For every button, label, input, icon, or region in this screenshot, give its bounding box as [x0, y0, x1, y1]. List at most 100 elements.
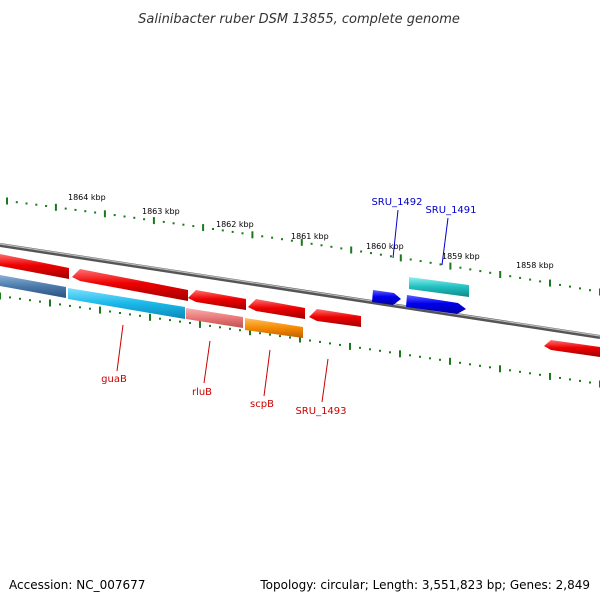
label-guaB[interactable]: guaB	[101, 374, 127, 385]
ruler-dot	[25, 202, 28, 205]
label-SRU_1491[interactable]: SRU_1491	[425, 205, 476, 216]
ruler-tick	[0, 292, 1, 300]
ruler-dot	[9, 296, 11, 299]
ruler-dot	[239, 329, 241, 332]
ruler-dot	[379, 253, 382, 256]
ruler-dot	[389, 255, 392, 258]
ruler-label-1859: 1859 kbp	[442, 252, 480, 261]
band-teal[interactable]	[409, 277, 469, 297]
ruler-tick	[202, 224, 205, 232]
label-SRU_1493[interactable]: SRU_1493	[295, 406, 346, 417]
ruler-tick	[152, 217, 155, 225]
gene-arrow-scpB[interactable]	[248, 299, 305, 319]
ruler-tick	[54, 203, 57, 211]
ruler-dot	[133, 216, 136, 219]
ruler-dot	[45, 205, 48, 207]
ruler-dot	[559, 283, 561, 286]
inner-ruler	[0, 292, 600, 388]
leader-SRU_1492	[392, 209, 399, 259]
gene-track-upper	[0, 254, 600, 357]
ruler-dot	[379, 349, 381, 352]
ruler-dot	[459, 266, 462, 269]
label-SRU_1492[interactable]: SRU_1492	[371, 197, 422, 208]
gene-arrow-rluB[interactable]	[188, 290, 246, 310]
band-orange[interactable]	[245, 318, 303, 338]
ruler-dot	[212, 228, 214, 230]
ruler-dot	[370, 252, 372, 255]
accession-text: Accession: NC_007677	[9, 578, 146, 592]
map-title: Salinibacter ruber DSM 13855, complete g…	[138, 12, 460, 27]
ruler-dot	[469, 363, 471, 366]
gene-arrow-SRU_1491[interactable]	[406, 295, 466, 314]
ruler-dot	[64, 207, 67, 210]
ruler-dot	[509, 369, 511, 372]
ruler-dot	[439, 358, 441, 361]
ruler-dot	[360, 250, 363, 253]
band-steel[interactable]	[0, 275, 66, 298]
ruler-tick	[350, 246, 353, 254]
ruler-dot	[339, 343, 341, 346]
gene-arrow-SRU_1493[interactable]	[309, 309, 361, 327]
leader-SRU_1493	[321, 358, 329, 403]
gene-arrow-right-edge[interactable]	[544, 340, 600, 357]
label-scpB[interactable]: scpB	[250, 399, 274, 410]
ruler-dot	[409, 354, 411, 357]
band-cyan[interactable]	[68, 288, 185, 319]
label-rluB[interactable]: rluB	[192, 387, 212, 398]
ruler-dot	[89, 307, 91, 310]
ruler-dot	[261, 235, 264, 238]
ruler-tick	[149, 313, 151, 321]
ruler-dot	[109, 310, 111, 313]
ruler-tick	[249, 328, 251, 336]
ruler-dot	[389, 351, 391, 354]
ruler-label-1862: 1862 kbp	[216, 220, 254, 229]
leader-scpB	[263, 349, 271, 397]
ruler-dot	[221, 229, 224, 232]
ruler-dot	[479, 364, 481, 367]
ruler-dot	[162, 220, 165, 223]
ruler-dot	[529, 372, 531, 375]
ruler-dot	[429, 261, 432, 264]
label-leaders	[116, 209, 449, 403]
ruler-dot	[172, 222, 175, 225]
ruler-dot	[229, 327, 231, 330]
ruler-dot	[509, 275, 512, 278]
ruler-dot	[290, 239, 293, 242]
ruler-tick	[251, 231, 254, 239]
ruler-dot	[429, 357, 431, 360]
ruler-dot	[330, 245, 333, 248]
band-pink[interactable]	[186, 308, 243, 328]
gene-arrow-SRU_1492[interactable]	[372, 290, 401, 305]
gene-arrow-guaB[interactable]	[72, 269, 188, 301]
ruler-dot	[94, 211, 97, 214]
gene-labels: guaB rluB scpB SRU_1493 SRU_1492 SRU_149…	[101, 197, 476, 417]
ruler-dot	[113, 214, 116, 217]
ruler-dot	[419, 355, 421, 358]
ruler-dot	[35, 203, 38, 206]
ruler-label-1858: 1858 kbp	[516, 261, 554, 270]
ruler-dot	[74, 208, 77, 211]
ruler-dot	[409, 258, 412, 261]
ruler-dot	[123, 215, 126, 218]
ruler-tick	[99, 306, 101, 314]
ruler-dot	[59, 303, 61, 306]
ruler-dot	[320, 244, 323, 247]
ruler-dot	[519, 276, 522, 279]
ruler-dot	[579, 379, 581, 382]
ruler-tick	[449, 357, 451, 365]
ruler-dot	[529, 278, 532, 281]
ruler-dot	[329, 342, 331, 345]
ruler-dot	[289, 336, 291, 339]
ruler-dot	[419, 260, 422, 263]
ruler-dot	[169, 319, 171, 322]
ruler-tick	[349, 342, 351, 350]
ruler-dot	[179, 320, 181, 323]
gene-arrow-left-edge[interactable]	[0, 254, 69, 279]
genome-backbone	[0, 243, 600, 339]
ruler-dot	[182, 223, 185, 226]
ruler-dot	[539, 373, 541, 376]
ruler-dot	[84, 210, 87, 213]
ruler-tick	[499, 271, 502, 278]
feature-track-lower	[0, 275, 469, 338]
